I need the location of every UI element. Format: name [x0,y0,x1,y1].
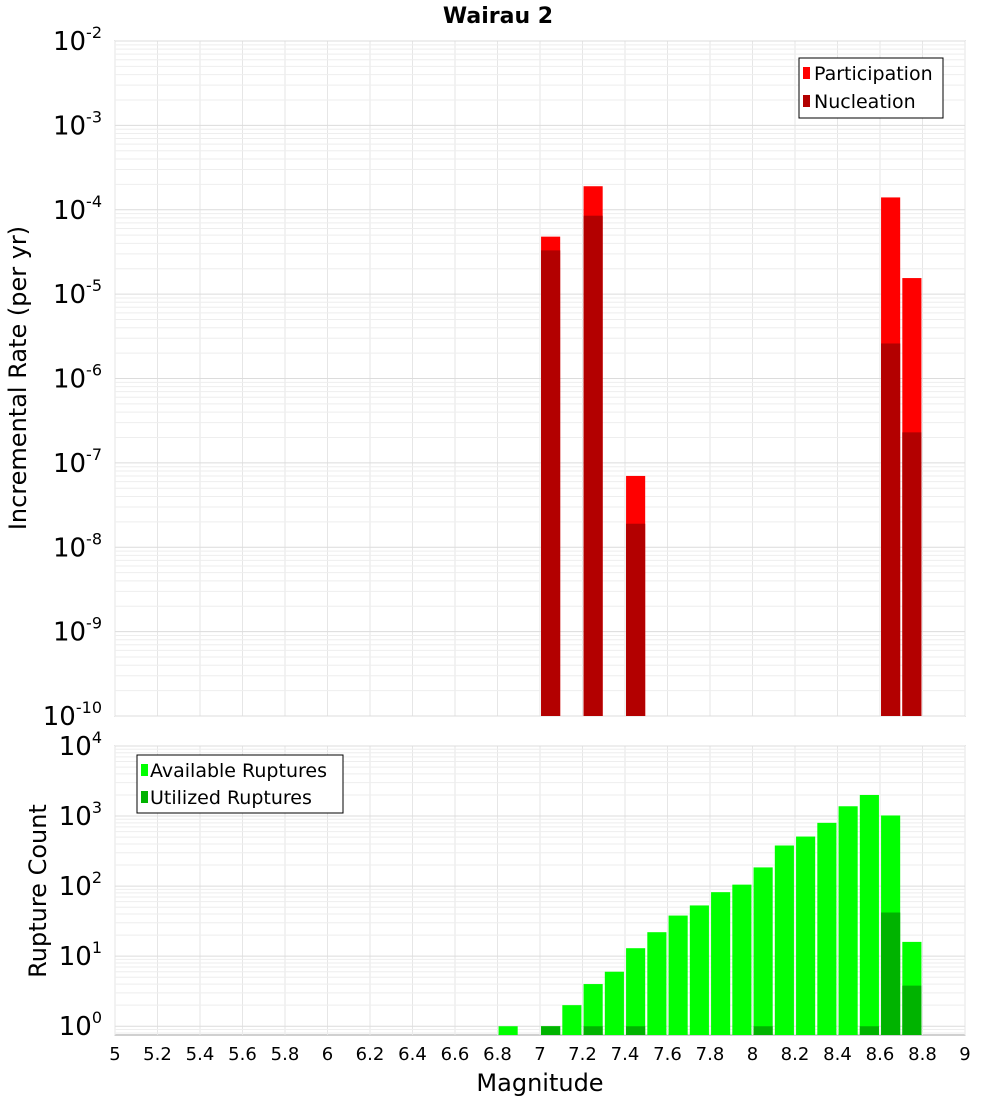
count-bar-available-ruptures [626,948,646,1035]
legend-swatch-nucleation [803,95,810,107]
x-tick-label: 8.6 [866,1044,895,1065]
x-tick-label: 6 [322,1044,333,1065]
x-tick-label: 8.2 [781,1044,810,1065]
x-tick-label: 6.6 [441,1044,470,1065]
rate-bars [541,186,922,717]
rate-y-tick-label: 10-9 [53,614,102,648]
count-bar-utilized-ruptures [753,1026,773,1035]
rate-y-tick-label: 10-10 [43,698,102,732]
x-tick-label: 5.2 [143,1044,172,1065]
count-bar-utilized-ruptures [541,1026,561,1035]
chart-title: Wairau 2 [443,4,553,29]
rate-y-axis-label: Incremental Rate (per yr) [4,226,32,530]
count-bar-available-ruptures [796,836,816,1035]
x-ticks: 5 5.2 5.4 5.6 5.8 6 6.2 6.4 6.6 6.8 7 7.2 7.4 7.6 7.8 8… [109,1044,970,1065]
x-tick-label: 5.4 [186,1044,215,1065]
count-bar-available-ruptures [859,794,879,1035]
rate-y-tick-label: 10-7 [53,445,102,479]
x-tick-label: 7.4 [611,1044,640,1065]
rate-bar-nucleation [541,250,561,717]
count-y-tick-label: 103 [59,798,102,832]
count-bar-available-ruptures [604,971,624,1035]
x-tick-label: 7.2 [568,1044,597,1065]
count-y-tick-label: 100 [59,1008,102,1042]
count-bars [498,794,922,1035]
x-tick-label: 9 [959,1044,970,1065]
count-bar-available-ruptures [711,892,731,1035]
count-legend: Available Ruptures Utilized Ruptures [136,754,344,814]
x-tick-label: 5.8 [271,1044,300,1065]
rate-y-tick-label: 10-5 [53,276,102,310]
rate-y-ticks: 10-2 10-3 10-4 10-5 10-6 10-7 10-8 10-9 10-10 [43,23,102,732]
rate-legend: Participation Nucleation [798,57,944,119]
count-legend-box [136,754,344,814]
x-tick-label: 6.4 [398,1044,427,1065]
count-bar-available-ruptures [817,822,837,1035]
rate-grid [114,40,966,717]
x-tick-label: 5 [109,1044,120,1065]
count-bar-utilized-ruptures [583,1026,603,1035]
x-tick-label: 7 [534,1044,545,1065]
legend-label-utilized: Utilized Ruptures [150,787,312,809]
legend-label-participation: Participation [814,63,933,85]
x-tick-label: 7.6 [653,1044,682,1065]
rate-bar-nucleation [626,523,646,716]
count-bar-available-ruptures [647,932,667,1035]
legend-label-available: Available Ruptures [150,760,327,782]
count-bar-utilized-ruptures [881,912,901,1035]
x-tick-label: 8 [747,1044,758,1065]
count-bar-available-ruptures [732,884,752,1035]
count-y-tick-label: 101 [59,938,102,972]
rate-y-tick-label: 10-4 [53,192,102,226]
count-panel: 104 103 102 101 100 5 5.2 5.4 5.6 5.8 6 6.2 6.4 6.6 6… [24,728,971,1097]
legend-swatch-participation [803,67,810,79]
count-y-ticks: 104 103 102 101 100 [59,728,102,1042]
count-bar-available-ruptures [668,915,688,1035]
count-y-axis-label: Rupture Count [24,804,52,978]
legend-swatch-utilized [141,791,148,803]
count-bar-available-ruptures [562,1005,582,1035]
count-bar-available-ruptures [838,806,858,1035]
x-tick-label: 8.4 [823,1044,852,1065]
rate-legend-box [798,57,944,119]
legend-label-nucleation: Nucleation [814,91,916,113]
rate-bar-nucleation [902,432,922,716]
x-tick-label: 5.6 [228,1044,257,1065]
count-bar-available-ruptures [753,867,773,1035]
rate-panel: 10-2 10-3 10-4 10-5 10-6 10-7 10-8 10-9 10-10 In… [4,23,966,732]
x-tick-label: 6.8 [483,1044,512,1065]
rate-y-tick-label: 10-6 [53,361,102,395]
count-bar-available-ruptures [689,905,709,1035]
rate-y-tick-label: 10-8 [53,529,102,563]
count-bar-available-ruptures [498,1026,518,1035]
x-tick-label: 6.2 [356,1044,385,1065]
x-tick-label: 8.8 [908,1044,937,1065]
rate-bar-nucleation [881,343,901,716]
count-bar-utilized-ruptures [626,1026,646,1035]
count-y-tick-label: 102 [59,868,102,902]
count-y-tick-label: 104 [59,728,102,762]
x-tick-label: 7.8 [696,1044,725,1065]
count-bar-utilized-ruptures [902,985,922,1035]
count-bar-available-ruptures [774,845,794,1035]
rate-y-tick-label: 10-2 [53,23,102,57]
count-bar-utilized-ruptures [859,1026,879,1035]
count-bar-available-ruptures [583,984,603,1035]
x-axis-label: Magnitude [476,1069,603,1097]
rate-bar-nucleation [583,215,603,717]
rate-y-tick-label: 10-3 [53,107,102,141]
legend-swatch-available [141,764,148,776]
